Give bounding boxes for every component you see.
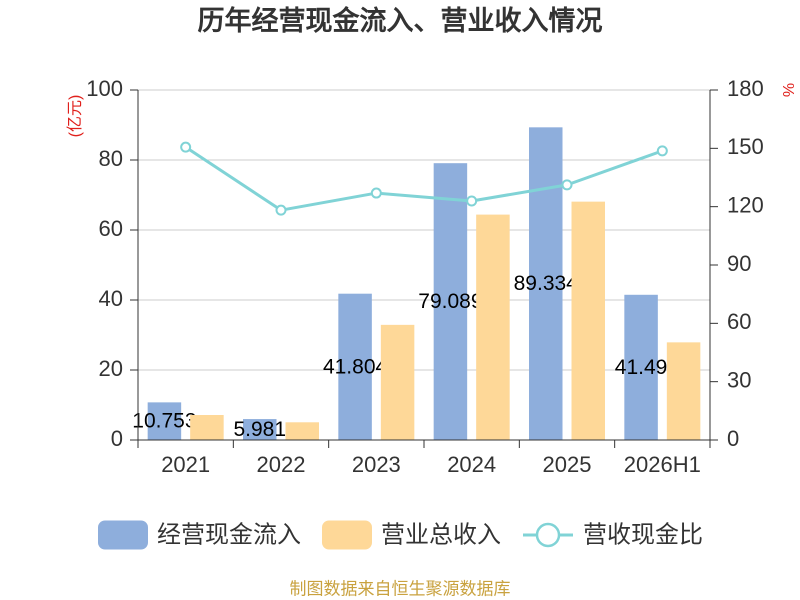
right-axis-tick-label: 0 <box>727 426 739 451</box>
x-axis-category-label: 2026H1 <box>624 452 701 477</box>
cash-inflow-data-label: 10.753 <box>132 410 196 433</box>
left-axis-tick-label: 80 <box>99 146 123 171</box>
cash-revenue-ratio-legend-circle-icon <box>535 522 561 548</box>
revenue-bar <box>571 201 605 440</box>
left-axis-tick-label: 100 <box>86 76 123 101</box>
x-axis-category-label: 2021 <box>161 452 210 477</box>
legend: 经营现金流入 营业总收入 营收现金比 <box>98 520 703 550</box>
cash-inflow-data-label: 41.49 <box>615 356 668 379</box>
right-axis-tick-label: 90 <box>727 251 751 276</box>
cash-inflow-legend-swatch <box>98 520 148 550</box>
left-axis-unit: (亿元) <box>66 95 84 138</box>
right-axis-tick-label: 30 <box>727 367 751 392</box>
cash-inflow-bar <box>624 294 658 440</box>
right-axis-unit: % <box>779 83 796 97</box>
revenue-bar <box>380 324 415 440</box>
revenue-legend-swatch <box>322 520 372 550</box>
cash-revenue-ratio-point <box>370 187 382 199</box>
revenue-bar <box>285 422 319 440</box>
cash-revenue-ratio-point <box>656 145 668 157</box>
legend-item-cash-inflow[interactable]: 经营现金流入 <box>98 520 301 550</box>
cash-revenue-ratio-line <box>184 145 663 212</box>
cash-revenue-ratio-legend-label: 营收现金比 <box>583 521 703 548</box>
right-axis-tick-label: 180 <box>727 76 764 101</box>
right-axis-tick-label: 60 <box>727 309 751 334</box>
cash-revenue-ratio-point <box>561 179 573 191</box>
cash-inflow-bar <box>243 419 277 440</box>
legend-item-revenue[interactable]: 营业总收入 <box>322 520 501 550</box>
left-axis-tick-label: 40 <box>99 286 123 311</box>
revenue-bar <box>666 342 701 440</box>
cash-inflow-bar <box>338 293 372 440</box>
revenue-legend-label: 营业总收入 <box>381 521 501 548</box>
x-axis-category-label: 2024 <box>447 452 496 477</box>
revenue-bar <box>190 415 224 440</box>
source-footer: 制图数据来自恒生聚源数据库 <box>290 579 511 598</box>
left-axis-tick-label: 60 <box>99 216 123 241</box>
cash-revenue-ratio-point <box>180 141 192 153</box>
chart-title: 历年经营现金流入、营业收入情况 <box>198 5 603 36</box>
right-axis-tick-label: 150 <box>727 134 764 159</box>
revenue-bar <box>476 214 510 440</box>
cash-inflow-bar <box>529 127 563 441</box>
cash-inflow-data-label: 5.981 <box>233 418 286 441</box>
x-axis-category-label: 2025 <box>543 452 592 477</box>
left-axis-tick-label: 0 <box>111 426 123 451</box>
cash-inflow-legend-label: 经营现金流入 <box>157 521 301 548</box>
plot-area: 10.753 5.981 41.804 79.089 89.334 41.49 0 20 40 6… <box>86 76 763 477</box>
left-axis-tick-label: 20 <box>99 356 123 381</box>
cash-revenue-ratio-point <box>275 204 287 216</box>
right-axis-tick-label: 120 <box>727 192 764 217</box>
cash-revenue-ratio-point <box>466 195 478 207</box>
cash-inflow-data-label: 89.334 <box>514 272 579 295</box>
legend-item-cash-revenue-ratio[interactable]: 营收现金比 <box>523 521 703 548</box>
x-axis-category-label: 2022 <box>257 452 306 477</box>
cash-inflow-bar <box>147 402 182 440</box>
cash-inflow-bar <box>433 163 468 440</box>
cash-inflow-data-label: 41.804 <box>323 355 388 378</box>
x-axis-category-label: 2023 <box>352 452 401 477</box>
cash-inflow-data-label: 79.089 <box>418 290 482 313</box>
